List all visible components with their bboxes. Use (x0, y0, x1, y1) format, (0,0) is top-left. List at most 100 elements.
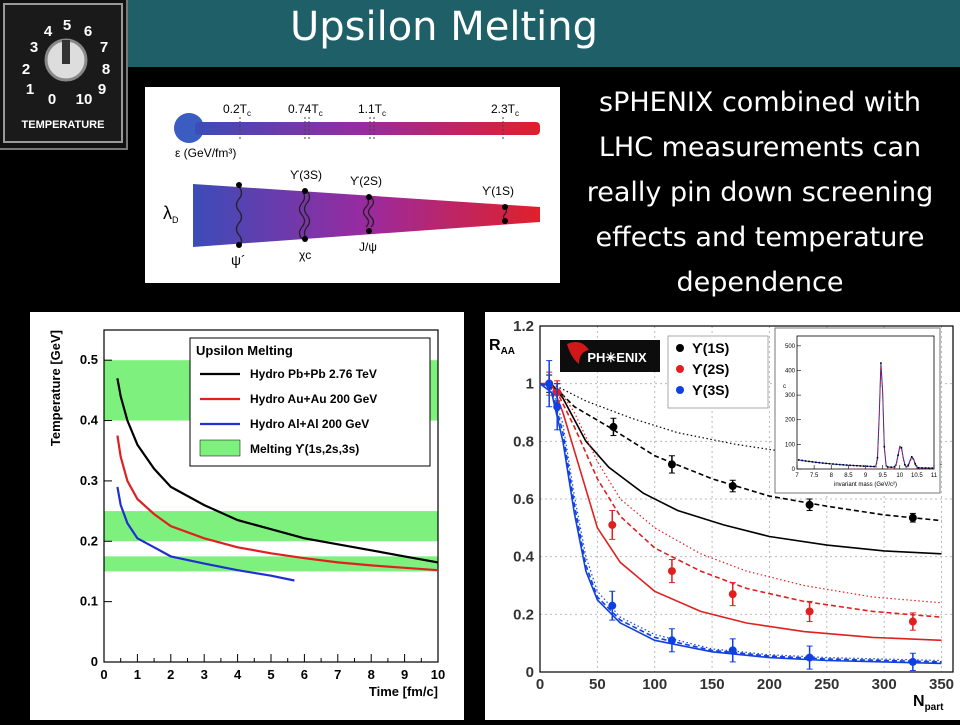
legend-entry-2: ϒ(3S) (692, 382, 729, 398)
legend-box (667, 335, 769, 409)
title-bar (128, 0, 960, 67)
legend-entry-band: Melting ϒ(1s,2s,3s) (250, 442, 359, 456)
page-title: Upsilon Melting (289, 4, 599, 50)
x-tick-label: 9 (401, 667, 408, 682)
series-line-0 (116, 378, 439, 564)
data-point-2 (728, 646, 737, 655)
raa-vs-npart-chart: 0 50 100 150 200 250 300 350 0 0.2 0.4 0.6 0.8 1 1.2 RA… (485, 312, 960, 720)
y-tick-label: 0.6 (513, 491, 534, 508)
legend-entry-0: Hydro Pb+Pb 2.76 TeV (250, 367, 377, 381)
svg-text:0.74Tc: 0.74Tc (288, 102, 323, 118)
curve-dotted-2 (539, 383, 942, 662)
data-point-2 (608, 601, 617, 610)
y-tick-label: 0.4 (513, 549, 535, 566)
invariant-mass-inset: 7 7.5 8 8.5 9 9.5 10 10.5 11 0 100 200 300 400 500 inva… (774, 327, 941, 494)
curve-dashed-1 (539, 382, 942, 618)
y-tick-label: 1 (526, 376, 534, 393)
knob-number-10: 10 (76, 91, 93, 108)
jpsi-label: J/ψ (359, 240, 377, 254)
legend-swatch-band (199, 439, 241, 457)
knob-number-8: 8 (102, 61, 110, 78)
inset-x-tick: 11 (931, 473, 938, 479)
x-tick-label: 100 (642, 676, 667, 693)
x-tick-label: 0 (100, 667, 107, 682)
temp-label-074: 0.74T (288, 102, 319, 116)
inset-x-tick: 9.5 (878, 473, 887, 479)
x-tick-label: 1 (134, 667, 141, 682)
series-line-1 (116, 435, 439, 572)
inset-y-tick: 200 (785, 418, 796, 424)
x-tick-label: 150 (700, 676, 725, 693)
state-1s-label: ϒ(1S) (482, 184, 514, 198)
knob-number-7: 7 (100, 39, 108, 56)
svg-text:0.2Tc: 0.2Tc (223, 102, 251, 118)
melting-band-2 (104, 556, 438, 572)
x-tick-label: 0 (536, 676, 544, 693)
lambda-label: λD (163, 203, 179, 225)
legend-marker-2 (676, 386, 684, 394)
x-tick-label: 250 (814, 676, 839, 693)
inset-x-tick: 9 (864, 473, 868, 479)
data-point-0 (805, 500, 814, 509)
summary-line: really pin down screening (586, 177, 934, 208)
inset-y-tick: 500 (785, 344, 796, 350)
state-3s-label: ϒ(3S) (290, 168, 322, 182)
svg-text:PH✳ENIX: PH✳ENIX (587, 350, 647, 365)
data-point-2 (805, 653, 814, 662)
inset-x-label: invariant mass (GeV/c²) (834, 482, 897, 488)
screening-diagram: 0.2Tc 0.74Tc 1.1Tc 2.3Tc ε (GeV/fm³) λD (145, 87, 560, 283)
curve-solid-2 (539, 383, 942, 665)
knob-number-0: 0 (48, 91, 56, 108)
state-2s-label: ϒ(2S) (350, 174, 382, 188)
knob-numbers: 01 234 5 67 8 9 10 (22, 17, 110, 108)
phenix-logo: PH✳ENIX (560, 340, 660, 372)
legend-marker-1 (676, 365, 684, 373)
y-tick-label: 0.2 (80, 533, 98, 548)
data-point-2 (553, 402, 562, 411)
inset-x-tick: 10.5 (911, 473, 923, 479)
y-tick-label: 0 (91, 654, 98, 669)
x-tick-label: 50 (589, 676, 606, 693)
y-tick-label: 0.3 (80, 473, 98, 488)
data-point-1 (608, 520, 617, 529)
data-point-2 (545, 379, 554, 388)
y-tick-label: 0.1 (80, 594, 98, 609)
knob-number-3: 3 (30, 39, 38, 56)
legend-entry-1: Hydro Au+Au 200 GeV (250, 392, 377, 406)
inset-x-tick: 8 (830, 473, 834, 479)
y-axis-label: RAA (489, 337, 515, 357)
curve-dashed-0 (539, 382, 942, 522)
knob-number-2: 2 (22, 61, 30, 78)
svg-text:2.3Tc: 2.3Tc (491, 102, 519, 118)
x-axis-label: Npart (913, 693, 944, 713)
legend-marker-0 (676, 344, 684, 352)
chi-c-label: χc (299, 248, 311, 262)
plot-frame (539, 325, 954, 673)
summary-text: sPHENIX combined with LHC measurements c… (560, 80, 960, 305)
inset-x-tick: 7 (795, 473, 799, 479)
x-tick-label: 5 (267, 667, 274, 682)
x-tick-label: 200 (757, 676, 782, 693)
y-tick-label: 0 (526, 664, 534, 681)
knob-label: TEMPERATURE (22, 119, 105, 131)
knob-number-6: 6 (84, 23, 92, 40)
x-tick-label: 8 (368, 667, 375, 682)
data-point-1 (667, 567, 676, 576)
legend-entry-2: Hydro Al+Al 200 GeV (250, 417, 369, 431)
data-point-0 (908, 513, 917, 522)
psi-prime-label: ψ´ (231, 252, 246, 268)
temperature-vs-time-chart: 0 1 2 3 4 5 6 7 8 9 10 0 0.1 0.2 0.3 0.4 0.5 Time [fm/c] T… (30, 312, 464, 720)
y-tick-label: 0.8 (513, 433, 534, 450)
data-point-1 (805, 607, 814, 616)
knob-number-4: 4 (44, 23, 53, 40)
legend-title: Upsilon Melting (196, 343, 293, 358)
data-point-2 (667, 636, 676, 645)
summary-line: LHC measurements can (598, 132, 922, 163)
data-point-0 (728, 482, 737, 491)
x-tick-label: 2 (167, 667, 174, 682)
y-axis-label: Temperature [GeV] (48, 330, 63, 446)
temperature-knob-image: 0 1 2 3 4 5 6 7 8 9 10 TEMPERATURE (0, 0, 128, 150)
legend-entry-0: ϒ(1S) (692, 340, 729, 356)
inset-fit-curve (798, 363, 933, 469)
data-point-0 (609, 422, 618, 431)
